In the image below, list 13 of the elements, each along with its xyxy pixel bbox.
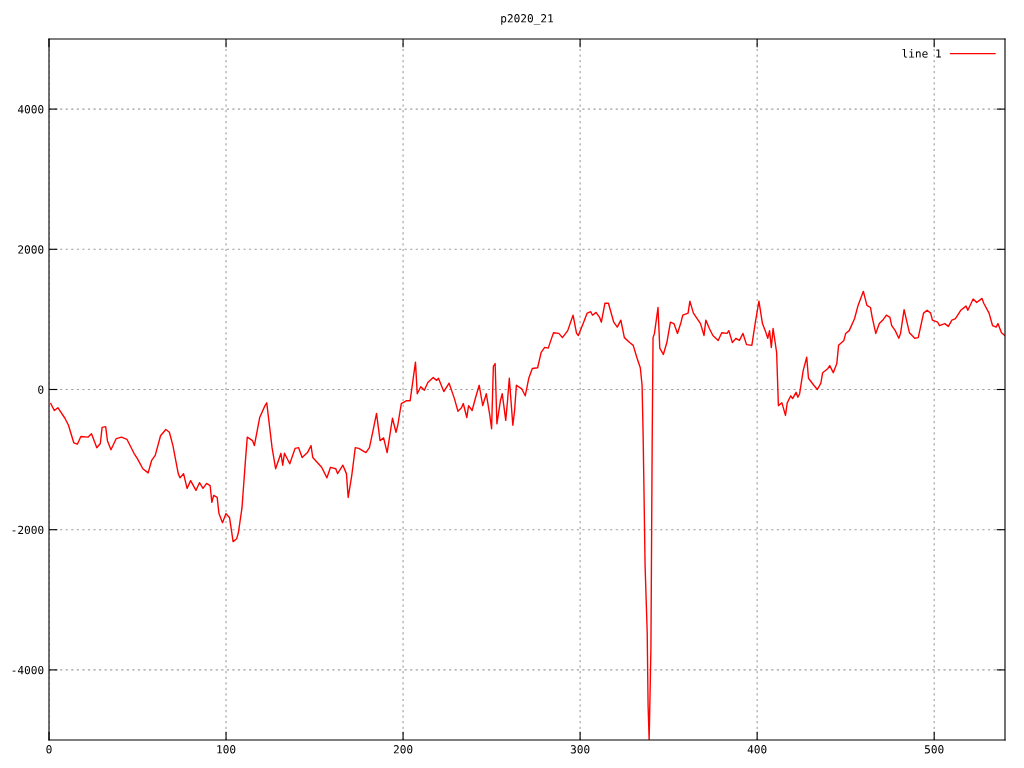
- chart-title: p2020_21: [501, 14, 553, 25]
- y-tick-label: 4000: [17, 105, 44, 114]
- y-tick-label: -4000: [12, 665, 44, 675]
- x-tick-label: 500: [924, 745, 944, 754]
- x-tick-label: 100: [217, 745, 236, 754]
- y-tick-label: -2000: [12, 525, 44, 535]
- x-tick-label: 200: [393, 745, 413, 754]
- x-tick-label: 400: [747, 745, 767, 754]
- y-tick-label: 2000: [18, 245, 44, 254]
- x-tick-label: 0: [46, 745, 52, 754]
- y-tick-label: 0: [38, 385, 44, 394]
- x-tick-label: 300: [570, 745, 590, 754]
- legend-label: line 1: [902, 49, 941, 58]
